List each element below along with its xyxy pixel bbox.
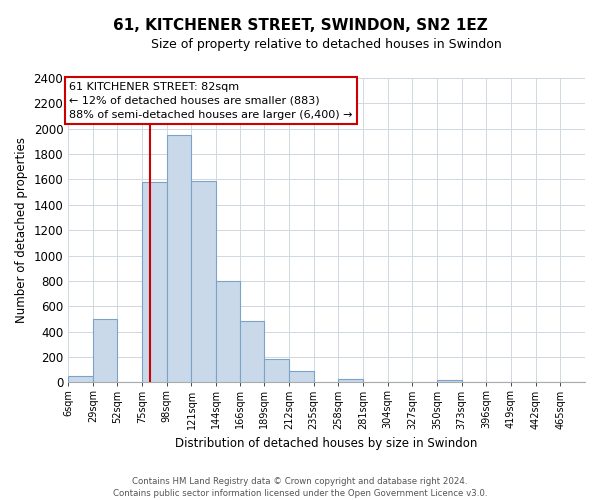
Title: Size of property relative to detached houses in Swindon: Size of property relative to detached ho…	[151, 38, 502, 51]
Bar	[265, 359, 289, 382]
Bar	[191, 181, 216, 382]
Text: 61 KITCHENER STREET: 82sqm
← 12% of detached houses are smaller (883)
88% of sem: 61 KITCHENER STREET: 82sqm ← 12% of deta…	[69, 82, 353, 120]
Y-axis label: Number of detached properties: Number of detached properties	[15, 137, 28, 323]
Text: 61, KITCHENER STREET, SWINDON, SN2 1EZ: 61, KITCHENER STREET, SWINDON, SN2 1EZ	[113, 18, 487, 32]
X-axis label: Distribution of detached houses by size in Swindon: Distribution of detached houses by size …	[175, 437, 478, 450]
Bar	[289, 371, 314, 382]
Text: Contains HM Land Registry data © Crown copyright and database right 2024.
Contai: Contains HM Land Registry data © Crown c…	[113, 476, 487, 498]
Bar	[93, 319, 118, 382]
Bar	[216, 281, 240, 382]
Bar	[338, 378, 363, 382]
Bar	[437, 380, 461, 382]
Bar	[142, 182, 167, 382]
Bar	[240, 322, 265, 382]
Bar	[68, 376, 93, 382]
Bar	[167, 135, 191, 382]
